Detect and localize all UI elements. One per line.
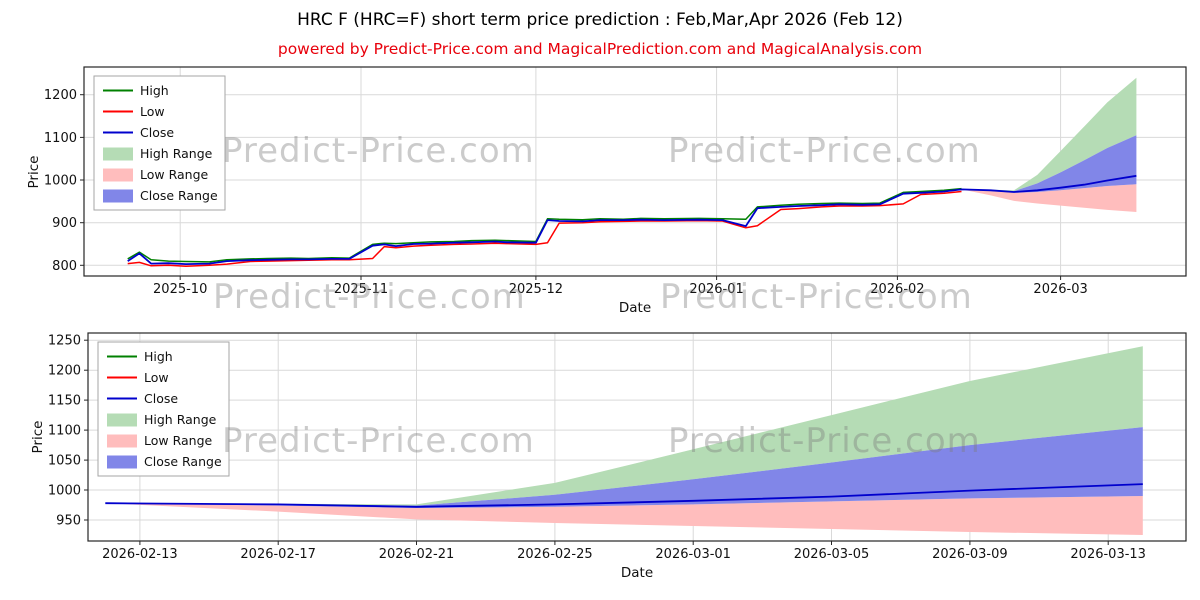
x-tick-label: 2026-02-25 — [517, 547, 593, 562]
band-close-range — [105, 427, 1143, 508]
band-high-range — [961, 77, 1137, 192]
line-high — [127, 187, 962, 263]
y-axis-label: Price — [26, 156, 42, 189]
x-tick-label: 2025-11 — [334, 282, 388, 297]
x-tick-label: 2026-03-01 — [655, 547, 731, 562]
legend-swatch-high-range — [107, 413, 137, 427]
y-tick-label: 1250 — [48, 334, 81, 349]
top-chart: 800 900 1000 1100 1200 2025-10 2025-11 2025-12 2… — [26, 66, 1187, 316]
legend-swatch-close-range — [103, 189, 133, 203]
legend-label-close: Close — [144, 391, 178, 406]
x-tick-label: 2026-03-05 — [794, 547, 870, 562]
y-tick-label: 1000 — [44, 174, 77, 189]
plot-frame — [87, 332, 1187, 542]
legend-label-high: High — [140, 83, 169, 98]
legend-label-low-range: Low Range — [144, 433, 213, 448]
chart-subtitle: powered by Predict-Price.com and Magical… — [277, 40, 923, 58]
legend-swatch-close-range — [107, 455, 137, 469]
x-tick-label: 2026-02-21 — [379, 547, 455, 562]
band-high-range — [105, 346, 1143, 506]
x-tick-label: 2026-02-17 — [240, 547, 316, 562]
y-tick-label: 1200 — [48, 364, 81, 379]
band-low-range — [105, 496, 1143, 535]
x-tick-label: 2026-03-09 — [932, 547, 1008, 562]
x-tick-label: 2026-01 — [689, 282, 743, 297]
x-axis-label: Date — [619, 300, 651, 316]
legend-label-low: Low — [140, 104, 165, 119]
legend: High Low Close High Range Low Range Close Ran… — [93, 75, 226, 211]
x-tick-label: 2026-03 — [1033, 282, 1087, 297]
band-close-range — [961, 135, 1137, 193]
legend-swatch-high-range — [103, 147, 133, 161]
line-low — [127, 190, 962, 267]
chart-title: HRC F (HRC=F) short term price predictio… — [297, 10, 903, 30]
legend-label-close: Close — [140, 125, 174, 140]
legend-label-high-range: High Range — [140, 146, 213, 161]
x-tick-label: 2026-03-13 — [1070, 547, 1146, 562]
plot-frame — [83, 66, 1187, 277]
x-tick-label: 2026-02-13 — [102, 547, 178, 562]
legend-label-close-range: Close Range — [144, 454, 222, 469]
line-close — [105, 483, 1143, 508]
legend-label-low-range: Low Range — [140, 167, 209, 182]
bottom-chart: 950 1000 1050 1100 1150 1200 1250 2026-02-13 202… — [30, 332, 1187, 581]
legend-swatch-low-range — [103, 168, 133, 182]
x-tick-label: 2026-02 — [870, 282, 924, 297]
legend-label-high: High — [144, 349, 173, 364]
y-tick-label: 1100 — [48, 424, 81, 439]
legend-label-high-range: High Range — [144, 412, 217, 427]
y-tick-label: 1000 — [48, 484, 81, 499]
y-axis-label: Price — [30, 421, 46, 454]
x-tick-label: 2025-12 — [509, 282, 563, 297]
x-tick-label: 2025-10 — [153, 282, 207, 297]
y-tick-label: 1200 — [44, 88, 77, 103]
y-tick-label: 1100 — [44, 131, 77, 146]
plot-background — [84, 67, 1186, 276]
y-tick-label: 950 — [56, 514, 81, 529]
legend: High Low Close High Range Low Range Close Ran… — [97, 341, 230, 477]
x-axis-label: Date — [621, 565, 653, 581]
y-tick-label: 800 — [52, 259, 77, 274]
y-tick-label: 1150 — [48, 394, 81, 409]
line-close — [127, 174, 1137, 266]
band-low-range — [961, 184, 1137, 212]
legend-label-close-range: Close Range — [140, 188, 218, 203]
y-tick-label: 1050 — [48, 454, 81, 469]
legend-swatch-low-range — [107, 434, 137, 448]
y-tick-label: 900 — [52, 216, 77, 231]
legend-label-low: Low — [144, 370, 169, 385]
